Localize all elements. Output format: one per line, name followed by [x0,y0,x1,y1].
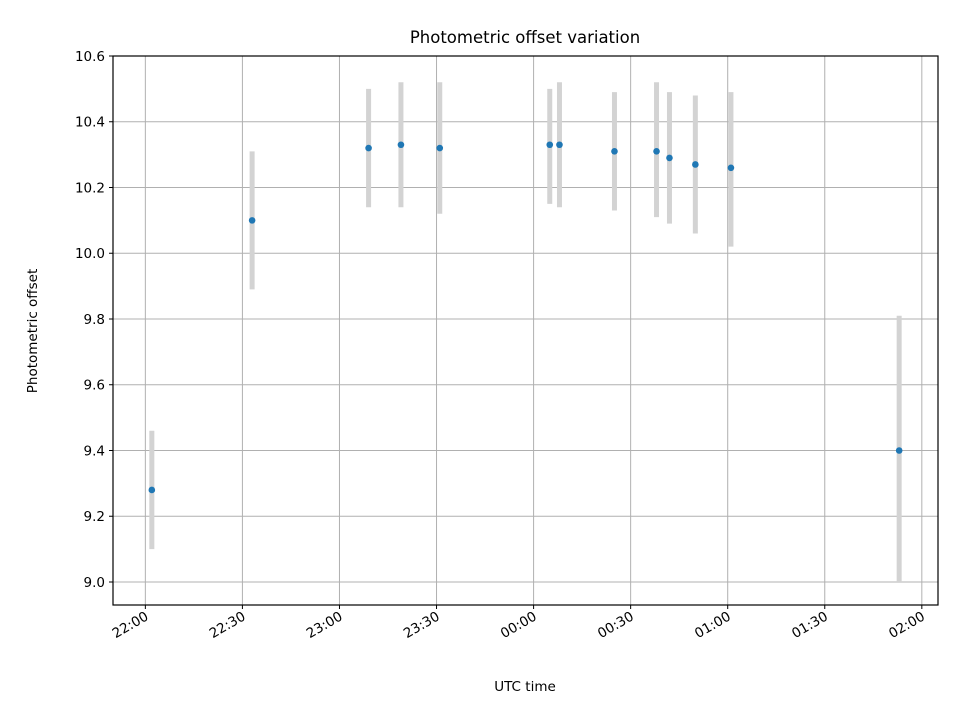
y-tick-label: 10.6 [75,49,105,65]
data-point [365,144,372,152]
data-point [556,141,563,149]
x-tick-label: 00:30 [595,609,637,642]
data-point [727,164,735,172]
data-point [397,141,405,149]
y-tick-label: 9.8 [84,312,105,328]
grid-layer [113,55,938,605]
data-point [546,141,554,149]
data-point [436,144,444,152]
chart-title: Photometric offset variation [410,28,640,47]
x-tick-label: 01:30 [789,609,831,642]
point-layer [148,141,903,494]
x-tick-label: 23:00 [304,609,346,642]
y-tick-label: 9.2 [84,509,105,525]
x-axis-label: UTC time [494,679,556,695]
y-tick-label: 10.0 [75,246,105,262]
error-bar-layer [149,82,902,582]
y-tick-label: 9.6 [84,378,105,394]
data-point [895,447,903,454]
y-tick-label: 10.2 [75,180,105,196]
y-axis-label: Photometric offset [25,269,41,393]
data-point [148,486,156,494]
data-point [611,148,618,155]
x-tick-label: 01:00 [692,609,734,642]
x-tick-label: 02:00 [886,609,928,642]
x-tick-label: 00:00 [498,609,540,642]
x-tick-label: 22:00 [110,609,152,642]
data-point [692,161,699,168]
y-tick-label: 9.0 [84,575,105,591]
data-point [248,217,256,224]
y-tick-label: 9.4 [84,443,105,459]
x-tick-label: 23:30 [401,609,443,642]
data-point [666,154,673,162]
y-tick-label: 10.4 [75,115,105,131]
data-point [653,148,660,155]
x-tick-label: 22:30 [207,609,249,642]
plot-frame [112,55,939,606]
tick-layer: 9.0 9.2 9.4 9.6 9.8 10.0 10.2 10.4 10.6 22:00 22:3… [75,49,928,642]
